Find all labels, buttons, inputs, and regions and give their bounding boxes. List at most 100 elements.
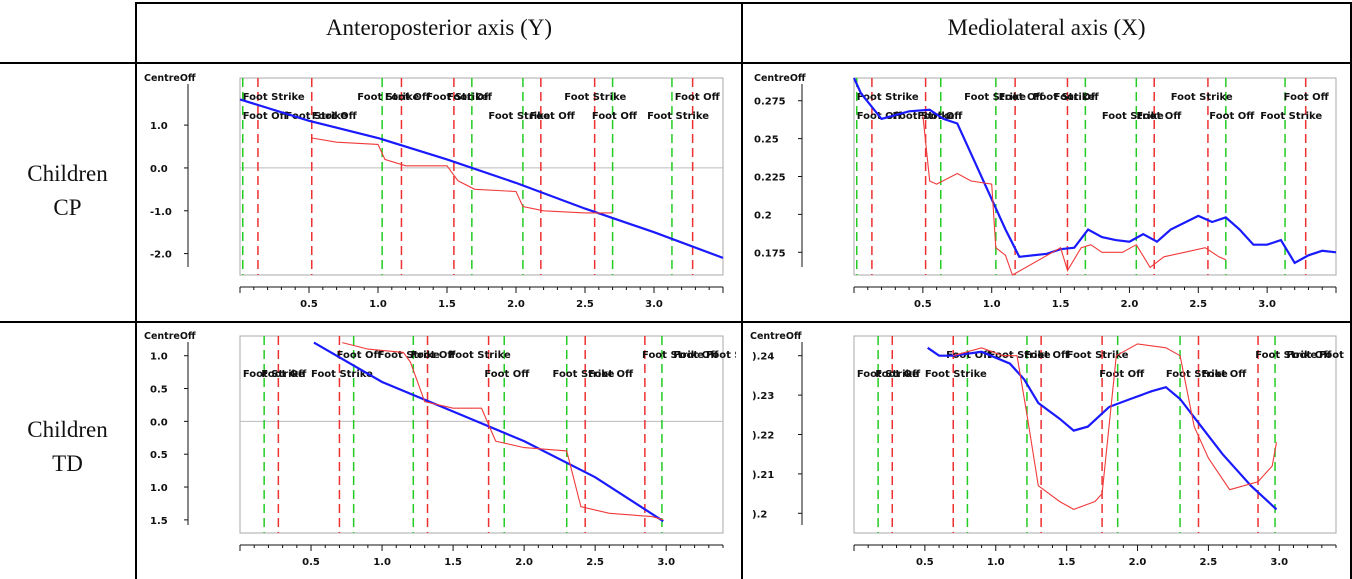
y-tick-label: 0.2 (754, 210, 772, 221)
x-tick-label: 2.5 (576, 299, 594, 310)
row-label-td-line1: Children (27, 417, 108, 442)
event-annotation: Foot Strike (378, 350, 440, 361)
table-border-top (135, 2, 1352, 4)
table-border-col1 (135, 2, 137, 579)
x-tick-label: 2.0 (1129, 557, 1147, 568)
event-annotation: Foot Off (588, 369, 634, 380)
event-annotation: Foot Strike (1166, 369, 1228, 380)
event-annotation: Foot Off (447, 92, 493, 103)
event-annotation: Foot Strike (642, 350, 704, 361)
event-annotation: Foot Strike (488, 111, 550, 122)
event-annotation: Foot Strike (925, 369, 987, 380)
event-annotation: Foot Off (592, 111, 638, 122)
row-label-cp-line1: Children (27, 161, 108, 186)
event-annotation: Foot Strike (286, 111, 348, 122)
y-tick-label: 1.0 (150, 352, 168, 363)
y-axis-label: CentreOff (750, 331, 802, 342)
y-tick-label: 0.25 (754, 135, 779, 146)
chart-cp-anteroposterior: Foot Strike Foot Strike Foot Off Foot Strik… (140, 70, 736, 316)
x-tick-label: 1.5 (1052, 299, 1070, 310)
y-tick-label: ).23 (752, 391, 774, 402)
event-annotation: Foot Strike (553, 369, 615, 380)
y-tick-label: 0.275 (754, 97, 786, 108)
event-annotation: Foot Strike (1260, 111, 1322, 122)
y-tick-label: 0.5 (150, 385, 168, 396)
event-annotation: Foot Strike (1171, 92, 1233, 103)
x-tick-label: 1.0 (369, 299, 387, 310)
row-label-td-line2: TD (52, 451, 83, 476)
event-annotation: Foot Strike (857, 92, 919, 103)
event-annotation: Foot Off (1286, 350, 1332, 361)
event-annotation: Foot Off (875, 369, 921, 380)
y-tick-label: ).2 (752, 509, 767, 520)
event-annotation: Foot Strike (964, 92, 1026, 103)
event-annotation: Foot Off (1136, 111, 1182, 122)
event-annotation: Foot Off (946, 350, 992, 361)
y-tick-label: 0.175 (754, 248, 786, 259)
y-tick-label: ).21 (752, 470, 774, 481)
event-annotation: Foot Strike (243, 369, 305, 380)
table-border-col2 (741, 2, 743, 579)
event-annotation: Foot Off (312, 111, 358, 122)
y-tick-label: 1.5 (150, 516, 168, 527)
x-tick-label: 1.0 (373, 557, 391, 568)
event-annotation: Foot Strike (449, 350, 511, 361)
x-tick-label: 1.5 (1058, 557, 1076, 568)
y-tick-label: 1.0 (150, 483, 168, 494)
event-annotation: Foot Strike (243, 92, 305, 103)
series-line-red (922, 115, 1227, 276)
x-tick-label: 0.5 (914, 299, 932, 310)
y-axis-label: CentreOff (754, 73, 806, 84)
event-annotation: Foot Strike (311, 369, 373, 380)
event-annotation: Foot Off (261, 369, 307, 380)
series-line-blue (927, 346, 1278, 511)
event-annotation: Foot Strike (1255, 350, 1317, 361)
x-tick-label: 0.5 (300, 299, 318, 310)
series-line-blue (313, 341, 664, 523)
event-annotation: Foot Off (1201, 369, 1247, 380)
table-border-row (0, 321, 1352, 323)
row-label-cp-line2: CP (53, 195, 82, 220)
y-tick-label: 0.225 (754, 173, 786, 184)
event-annotation: Foot Strike (1067, 350, 1129, 361)
x-tick-label: 2.0 (507, 299, 525, 310)
series-line-red (953, 343, 1278, 511)
event-annotation: Foot Off (243, 111, 289, 122)
series-line-blue (239, 98, 724, 259)
series-line-red (342, 342, 664, 521)
x-tick-label: 3.0 (1270, 557, 1288, 568)
x-tick-label: 2.5 (1189, 299, 1207, 310)
event-annotation: Foot Strike (357, 92, 419, 103)
plot-frame (239, 335, 724, 534)
event-annotation: Foot Off (1024, 350, 1070, 361)
x-tick-label: 3.0 (1258, 299, 1276, 310)
event-annotation: Foot Off (1209, 111, 1255, 122)
x-tick-label: 1.5 (444, 557, 462, 568)
event-annotation: Foot Off (675, 92, 721, 103)
table-border-header (0, 62, 1352, 64)
event-annotation: Foot Off (673, 350, 719, 361)
event-annotation: Foot Strike (564, 92, 626, 103)
row-label-cp: Children CP (0, 157, 135, 225)
event-annotation: Foot S (706, 350, 736, 361)
event-annotation: Foot Strike (426, 92, 488, 103)
y-tick-label: 1.0 (150, 121, 168, 132)
x-tick-label: 2.0 (515, 557, 533, 568)
row-label-td: Children TD (0, 413, 135, 481)
chart-cp-mediolateral: Foot Strike Foot Strike Foot Off Foot Strik… (746, 70, 1346, 316)
plot-frame (853, 335, 1337, 534)
event-annotation: Foot Off (410, 350, 456, 361)
table-border-right (1350, 2, 1352, 579)
event-annotation: Foot S (1319, 350, 1346, 361)
x-tick-label: 0.5 (916, 557, 934, 568)
event-annotation: Foot Off (1099, 369, 1145, 380)
y-axis-label: CentreOff (144, 73, 196, 84)
event-annotation: Foot Off (337, 350, 383, 361)
chart-cp-mediolateral-svg: Foot Strike Foot Strike Foot Off Foot Strik… (754, 73, 1337, 310)
plot-frame (239, 77, 724, 276)
chart-td-mediolateral: Foot Off Foot Strike Foot Off Foot Strike Fo… (746, 328, 1346, 576)
series-line-red (311, 137, 613, 214)
